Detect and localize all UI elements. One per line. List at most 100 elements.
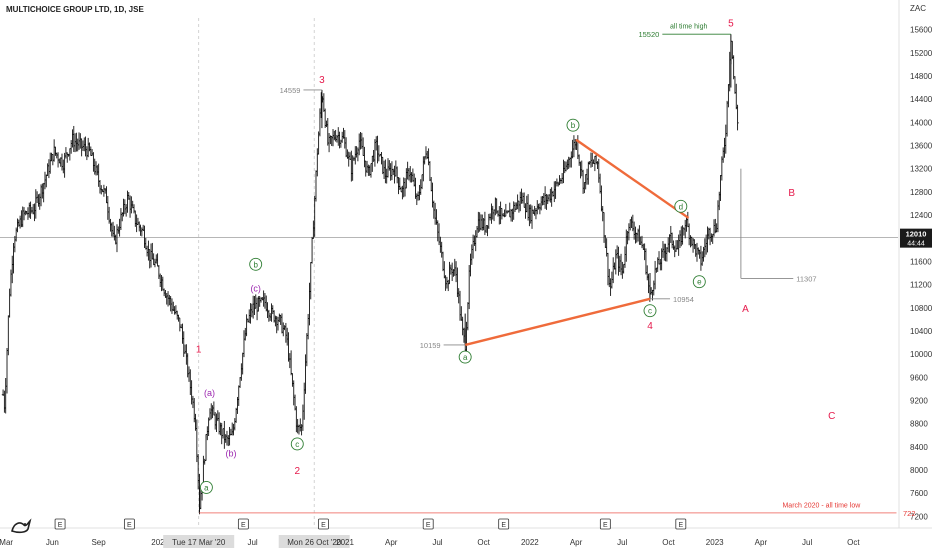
wave-circle [692, 275, 706, 289]
wave-circle [290, 437, 304, 451]
time-tick-label: 2020 [151, 538, 169, 547]
time-tick-label: 2023 [706, 538, 724, 547]
wave-label: B [788, 188, 795, 199]
price-tick-label: 15200 [910, 49, 932, 58]
price-tick-label: 15600 [910, 26, 932, 35]
price-axis[interactable]: 15600 15200 14800 14400 14000 13600 13200 12800… [898, 0, 932, 528]
price-tick-label: 7600 [910, 489, 928, 498]
time-tick-label: Apr [570, 538, 583, 547]
earnings-event-icon[interactable] [54, 518, 66, 530]
price-tick-label: 14000 [910, 118, 932, 127]
time-tick-label: Oct [847, 538, 860, 547]
ath-low-tag: 722 [903, 509, 916, 518]
earnings-event-icon[interactable] [237, 518, 249, 530]
wave-label: A [742, 304, 749, 315]
wave-circle [458, 350, 472, 364]
time-tick-label: Mon 26 Oct '20 [287, 538, 342, 547]
wave-label: C [828, 411, 835, 422]
price-tick-label: 8800 [910, 420, 928, 429]
wave-circle [249, 257, 263, 271]
triangle-lower-line[interactable] [464, 297, 651, 347]
last-price-value: 12010 [906, 230, 927, 239]
earnings-event-icon[interactable] [675, 518, 687, 530]
wave-label: 1 [196, 344, 202, 355]
wave-label: b [253, 260, 258, 269]
time-tick-label: Mar [0, 538, 13, 547]
earnings-event-icon[interactable] [318, 518, 329, 530]
time-highlight-badge [278, 535, 350, 548]
price-tick-label: 14400 [910, 95, 932, 104]
time-tick-label: Sep [91, 538, 106, 547]
earnings-event-label: E [321, 522, 326, 529]
time-tick-label: Apr [755, 538, 768, 547]
wave-label: b [571, 121, 576, 130]
time-tick-label: Jul [617, 538, 627, 547]
time-tick-label: Oct [477, 538, 490, 547]
earnings-event-label: E [426, 522, 431, 529]
symbol-title: MULTICHOICE GROUP LTD, 1D, JSE [6, 5, 144, 14]
level-11307-label: 11307 [796, 274, 816, 283]
earnings-event-label: E [603, 522, 608, 529]
time-highlight-badge [163, 535, 235, 548]
price-tick-label: 8400 [910, 443, 928, 452]
price-tick-label: 10000 [910, 350, 932, 359]
wave-label: (a) [204, 388, 215, 398]
note-label: March 2020 - all time low [782, 503, 861, 510]
earnings-event-label: E [58, 522, 63, 529]
earnings-event-label: E [501, 522, 506, 529]
price-tick-label: 10400 [910, 327, 932, 336]
wave-label: c [295, 440, 299, 449]
ohlc-bar [736, 104, 739, 131]
time-tick-label: Jul [432, 538, 442, 547]
price-tick-label: 9600 [910, 373, 928, 382]
price-bars [1, 34, 739, 515]
wave-circle [643, 304, 657, 318]
price-tick-label: 12800 [910, 188, 932, 197]
earnings-event-icon[interactable] [599, 518, 611, 530]
time-tick-label: Jul [247, 538, 257, 547]
price-tick-label: 11600 [910, 257, 932, 266]
wave-label: 3 [319, 75, 325, 86]
earnings-event-icon[interactable] [498, 518, 510, 530]
time-tick-label: Jun [46, 538, 59, 547]
earnings-event-label: E [241, 522, 246, 529]
wave-label: 5 [728, 19, 734, 30]
price-tick-label: 10800 [910, 304, 932, 313]
price-tick-label: 13600 [910, 142, 932, 151]
wave-label: 2 [294, 466, 300, 477]
wave-label: 4 [647, 321, 653, 332]
time-tick-label: 2022 [521, 538, 539, 547]
tradingview-logo-icon[interactable] [11, 518, 32, 534]
time-tick-label: Oct [662, 538, 675, 547]
bar-countdown: 44:44 [907, 241, 925, 248]
last-price-badge[interactable] [900, 228, 932, 248]
triangle-upper-line[interactable] [575, 138, 690, 219]
time-tick-label: Jul [802, 538, 812, 547]
time-tick-label: Apr [385, 538, 398, 547]
earnings-event-icon[interactable] [422, 518, 434, 530]
price-tick-label: 13200 [910, 165, 932, 174]
earnings-event-icon[interactable] [123, 518, 135, 530]
drawings[interactable]: 14559 15520 10159 10954 11307 all time high Ma… [196, 19, 897, 514]
currency-label: ZAC [910, 4, 926, 13]
wave-label: (c) [250, 283, 261, 293]
wave-label: e [697, 278, 702, 287]
price-tick-label: 14800 [910, 72, 932, 81]
price-tick-label: 9200 [910, 397, 928, 406]
time-tick-label: 2021 [336, 538, 354, 547]
earnings-event-label: E [127, 522, 132, 529]
price-tick-label: 11200 [910, 281, 932, 290]
wave-circle [674, 199, 688, 213]
wave-circle [199, 480, 213, 494]
earnings-event-label: E [678, 522, 683, 529]
grid [0, 18, 898, 528]
wave-circle [566, 118, 580, 132]
low-10159-label: 10159 [420, 341, 441, 350]
wave-label: d [679, 202, 683, 211]
price-tick-label: 7200 [910, 512, 928, 521]
high-14559-label: 14559 [280, 86, 301, 95]
low-10954-label: 10954 [673, 295, 694, 304]
